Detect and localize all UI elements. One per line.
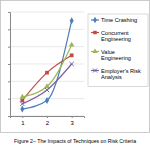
- y-tick: [8, 116, 10, 117]
- x-tick: 1: [21, 116, 25, 126]
- x-tick: 2: [46, 116, 50, 126]
- series-marker: [44, 83, 50, 88]
- x-tick-label: 2: [46, 120, 50, 126]
- legend-marker: [93, 69, 97, 73]
- legend-marker: [92, 48, 97, 53]
- y-tick-mark: [8, 116, 10, 117]
- legend-item: Employer's RiskAnalysis: [91, 68, 141, 81]
- chart-title: Figure 2– The Impacts of Techniques on R…: [14, 138, 136, 144]
- grid-line: [10, 81, 84, 82]
- y-tick-mark: [8, 29, 10, 30]
- legend-item: ValueEngineering: [91, 48, 131, 61]
- y-axis: [8, 13, 11, 117]
- y-tick: [8, 64, 10, 65]
- y-tick: [8, 99, 10, 100]
- series-line: [22, 64, 71, 104]
- legend-frame: [88, 14, 148, 87]
- series-marker: [20, 99, 24, 103]
- chart-frame: [1, 1, 150, 133]
- y-axis-line: [8, 13, 11, 117]
- series-marker: [70, 17, 74, 24]
- series-marker: [20, 106, 24, 113]
- series-line: [22, 55, 71, 100]
- y-tick: [8, 29, 10, 30]
- legend-label: ConcurrentEngineering: [101, 30, 131, 43]
- plot-area: [19, 17, 74, 112]
- grid: [10, 12, 84, 116]
- y-tick: [8, 81, 10, 82]
- x-axis: 1 2 3: [11, 116, 85, 126]
- legend-item: ConcurrentEngineering: [91, 30, 131, 43]
- y-tick-mark: [8, 47, 10, 48]
- grid-line: [10, 64, 84, 65]
- x-tick-label: 1: [21, 120, 25, 126]
- legend-label: ValueEngineering: [101, 49, 131, 62]
- series-marker: [69, 42, 75, 47]
- grid-line: [10, 29, 84, 30]
- series-marker: [69, 62, 73, 66]
- series-marker: [45, 97, 49, 104]
- y-tick-mark: [8, 81, 10, 82]
- y-tick: [8, 47, 10, 48]
- legend-marker: [93, 31, 96, 34]
- y-tick: [8, 12, 10, 13]
- series-marker: [19, 94, 25, 99]
- legend-label: Time Crashing: [101, 17, 137, 23]
- x-axis-line: [11, 117, 85, 119]
- x-tick: 3: [70, 116, 74, 126]
- y-tick-mark: [8, 12, 10, 13]
- x-tick-mark: [47, 116, 48, 118]
- legend-marker: [93, 17, 97, 23]
- series-marker: [20, 102, 24, 106]
- series-marker: [70, 53, 74, 57]
- series-marker: [45, 71, 49, 75]
- legend-label: Employer's RiskAnalysis: [101, 68, 141, 81]
- grid-line: [10, 12, 84, 13]
- y-tick-mark: [8, 64, 10, 65]
- series-marker: [45, 88, 49, 92]
- series-line: [22, 21, 71, 109]
- y-tick-mark: [8, 99, 10, 100]
- chart: 1 2 3 Time Crashing ConcurrentEngineering Val…: [0, 0, 150, 150]
- x-tick-label: 3: [70, 120, 74, 126]
- legend-item: Time Crashing: [91, 17, 137, 23]
- x-tick-mark: [22, 116, 23, 118]
- legend: Time Crashing ConcurrentEngineering ValueE…: [88, 14, 148, 87]
- series-line: [22, 45, 71, 97]
- x-tick-mark: [72, 116, 73, 118]
